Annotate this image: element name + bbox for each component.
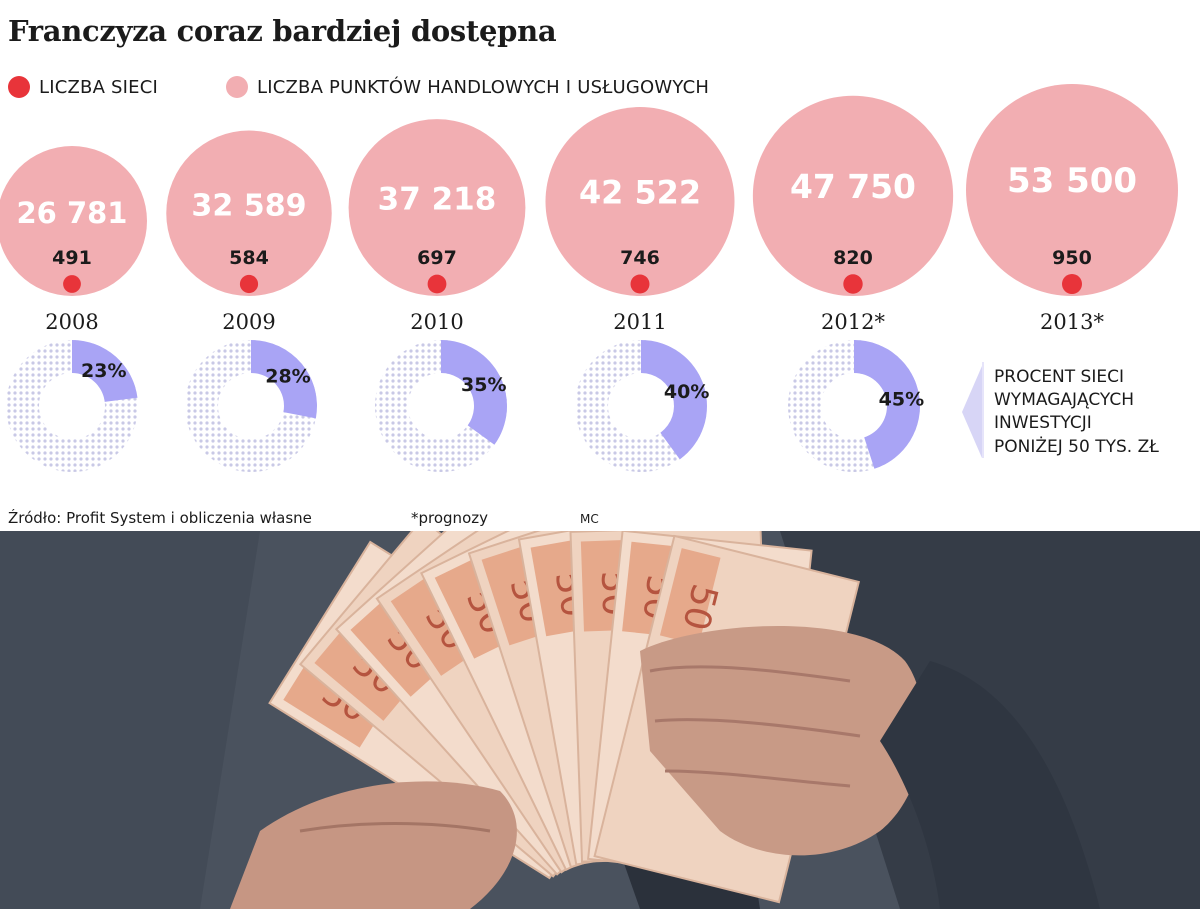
donut-segment [854,340,920,469]
year-label-2010: 2010 [410,310,463,334]
networks-label-2010: 697 [417,247,457,269]
year-label-2011: 2011 [613,310,666,334]
banknote-number-band [350,603,441,697]
source-text: Źródło: Profit System i obliczenia własn… [8,509,312,527]
author-initials: MC [580,512,599,526]
year-label-2009: 2009 [222,310,275,334]
outlets-label-2011: 42 522 [579,173,701,211]
outlets-bubble-2013 [966,84,1178,296]
banknote-number-band [434,560,511,659]
legend-swatch-outlets [226,76,248,98]
banknote-number-band [481,547,548,646]
legend-item-networks: LICZBA SIECI [8,76,158,98]
percent-donut-2008: 23% [6,340,138,472]
chart-area: 26 781 491 2008 32 589 584 2009 37 218 697 2010 4… [0,84,1178,472]
photo-hands-holding-euro-banknotes: 50505050505050505050 [0,531,1200,909]
networks-label-2012: 820 [833,247,873,269]
note-line-4: PONIŻEJ 50 TYS. ZŁ [994,436,1159,457]
footnote-text: *prognozy [411,509,488,527]
outlets-label-2010: 37 218 [378,182,497,218]
donut-segment [641,340,707,460]
banknote-number-band [314,632,410,721]
legend-item-outlets: LICZBA PUNKTÓW HANDLOWYCH I USŁUGOWYCH [226,76,709,98]
legend-label-outlets: LICZBA PUNKTÓW HANDLOWYCH I USŁUGOWYCH [257,76,710,98]
percent-label: 23% [81,360,126,382]
donut-segment [72,340,138,402]
note-pointer-icon [962,366,982,458]
note-line-3: INWESTYCJI [994,413,1092,433]
outlets-bubble-2009 [166,130,332,296]
percent-note: PROCENT SIECI WYMAGAJĄCYCH INWESTYCJI PO… [962,362,1159,458]
percent-label: 28% [265,365,310,387]
year-label-2013: 2013* [1040,310,1104,334]
note-line-2: WYMAGAJĄCYCH [994,390,1134,410]
banknote-number-band [390,578,475,676]
banknote-number-band [283,665,381,748]
networks-dot-2008 [63,275,81,293]
outlets-label-2012: 47 750 [790,167,916,206]
percent-donut-2011: 40% [575,340,709,472]
percent-donut-2012: 45% [788,340,924,472]
percent-label: 35% [461,374,506,396]
legend-swatch-networks [8,76,30,98]
banknote-number-band [580,540,624,632]
networks-dot-2011 [630,274,650,294]
percent-label: 40% [664,381,709,403]
outlets-label-2013: 53 500 [1007,161,1137,201]
percent-label: 45% [879,388,924,410]
note-line-1: PROCENT SIECI [994,367,1124,387]
year-label-2012: 2012* [821,310,885,334]
networks-label-2011: 746 [620,247,660,269]
networks-dot-2009 [239,274,259,294]
outlets-label-2008: 26 781 [17,196,128,230]
networks-dot-2012 [843,274,863,294]
donut-segment [441,340,508,445]
networks-dot-2013 [1062,274,1082,294]
percent-donut-2010: 35% [375,340,508,472]
chart-title: Franczyza coraz bardziej dostępna [8,14,557,48]
outlets-label-2009: 32 589 [191,188,306,223]
networks-dot-2010 [427,274,447,294]
legend-label-networks: LICZBA SIECI [39,76,159,98]
networks-label-2013: 950 [1052,247,1092,269]
networks-label-2009: 584 [229,247,269,269]
percent-donut-2009: 28% [185,340,317,472]
donut-segment [251,340,317,419]
banknote-number-band [659,548,721,646]
networks-label-2008: 491 [52,247,92,269]
outlets-bubble-2008 [0,146,147,296]
year-label-2008: 2008 [45,310,98,334]
outlets-bubble-2012 [752,95,954,296]
outlets-bubble-2011 [545,106,735,296]
outlets-bubble-2010 [348,119,526,296]
